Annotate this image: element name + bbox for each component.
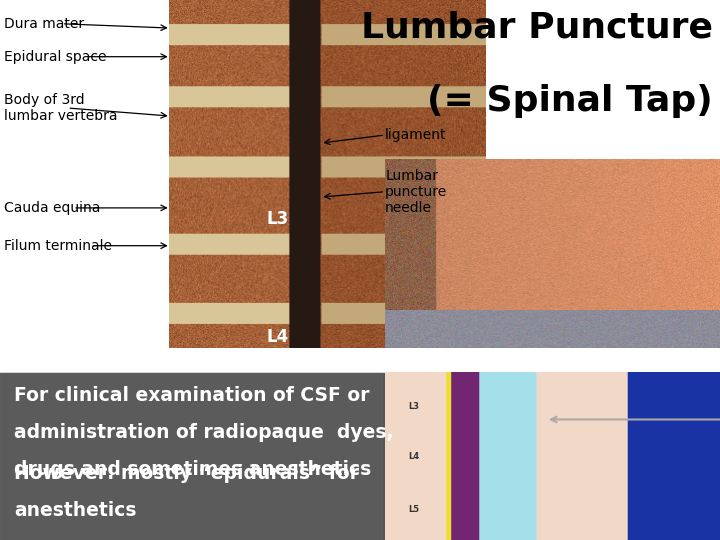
Text: Lumbar Puncture: Lumbar Puncture — [361, 11, 713, 45]
Text: L3: L3 — [409, 402, 420, 410]
Text: L5: L5 — [409, 505, 420, 515]
Text: drugs and sometimes anesthetics: drugs and sometimes anesthetics — [14, 460, 372, 478]
Text: Epidural space: Epidural space — [4, 50, 106, 64]
Text: Dura mater: Dura mater — [4, 17, 84, 31]
Text: Body of 3rd
lumbar vertebra: Body of 3rd lumbar vertebra — [4, 93, 117, 123]
Text: ligament: ligament — [385, 128, 446, 142]
Text: For clinical examination of CSF or: For clinical examination of CSF or — [14, 386, 370, 405]
Text: However: mostly “epidurals” for: However: mostly “epidurals” for — [14, 464, 359, 483]
Text: administration of radiopaque  dyes,: administration of radiopaque dyes, — [14, 423, 394, 442]
Text: Filum terminale: Filum terminale — [4, 239, 112, 253]
Bar — [0, 373, 382, 540]
Bar — [0, 0, 720, 373]
Text: Lumbar
puncture
needle: Lumbar puncture needle — [385, 168, 447, 215]
Text: L3: L3 — [266, 210, 289, 228]
Text: L4: L4 — [266, 328, 289, 347]
Text: (= Spinal Tap): (= Spinal Tap) — [427, 84, 713, 118]
Bar — [0, 373, 720, 540]
Text: L4: L4 — [409, 452, 420, 461]
Text: Cauda equina: Cauda equina — [4, 201, 100, 215]
Text: anesthetics: anesthetics — [14, 501, 137, 520]
